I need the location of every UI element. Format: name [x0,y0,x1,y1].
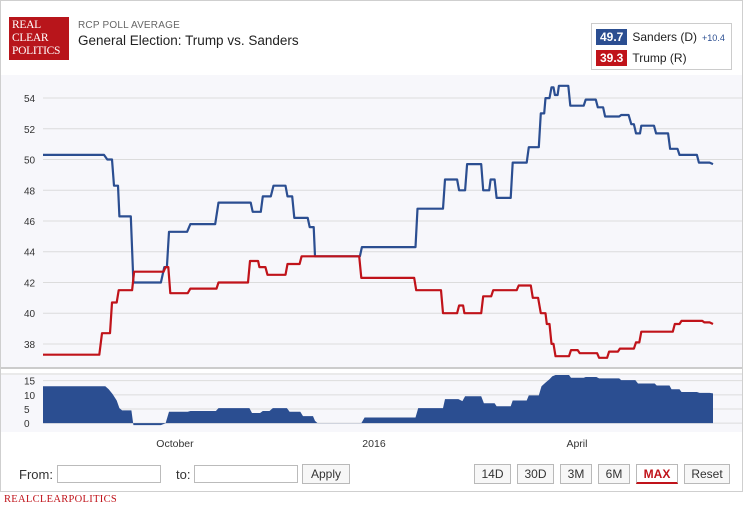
to-label: to: [176,467,191,482]
y-tick-label: 48 [24,186,36,197]
y-tick-label: 46 [24,217,36,228]
legend-name-trump: Trump (R) [632,51,687,65]
y-tick-label: 38 [24,340,36,351]
chart-title: General Election: Trump vs. Sanders [78,33,299,48]
to-date-input[interactable] [194,465,298,483]
range-button-max[interactable]: MAX [636,464,678,484]
range-button-14d[interactable]: 14D [474,464,511,484]
sanders-line [43,84,714,284]
rcp-logo[interactable]: REAL CLEAR POLITICS [9,17,69,60]
date-controls: From: to: Apply 14D 30D 3M 6M MAX Reset [1,459,742,491]
x-tick-label: April [566,438,587,450]
apply-button[interactable]: Apply [302,464,350,484]
y-tick-label: 54 [24,94,36,105]
logo-line-1: REAL [12,19,41,31]
spread-area [43,375,713,426]
range-button-30d[interactable]: 30D [517,464,554,484]
legend-entry-trump: 39.3 Trump (R) [596,50,687,66]
x-tick-label: October [156,438,194,450]
spread-y-tick-label: 5 [24,405,30,416]
x-tick-label: 2016 [362,438,386,450]
chart-subtitle: RCP POLL AVERAGE [78,20,180,31]
range-button-6m[interactable]: 6M [598,464,630,484]
legend-value-trump: 39.3 [596,50,628,66]
legend-spread: +10.4 [702,33,725,43]
y-tick-label: 50 [24,156,36,167]
y-tick-label: 44 [24,248,36,259]
y-tick-label: 40 [24,309,36,320]
trump-line [43,255,714,359]
reset-button[interactable]: Reset [684,464,730,484]
legend-name-sanders: Sanders (D) [632,30,698,44]
legend-value-sanders: 49.7 [596,29,628,45]
legend: 49.7 Sanders (D) +10.4 39.3 Trump (R) [591,23,732,70]
logo-line-3: POLITICS [12,45,61,57]
legend-entry-sanders: 49.7 Sanders (D) +10.4 [596,29,725,45]
spread-y-tick-label: 15 [24,377,36,388]
spread-y-tick-label: 10 [24,391,36,402]
y-tick-label: 42 [24,278,36,289]
poll-chart: 38 40 42 44 46 48 50 52 54 0 5 10 15 October 2016 April [1,75,742,450]
logo-line-2: CLEAR [12,32,49,44]
spread-y-tick-label: 0 [24,419,30,430]
chart-header: REAL CLEAR POLITICS RCP POLL AVERAGE Gen… [1,1,742,74]
range-button-3m[interactable]: 3M [560,464,592,484]
footer-brand[interactable]: REALCLEARPOLITICS [4,494,118,505]
from-label: From: [19,467,53,482]
y-tick-label: 52 [24,125,36,136]
chart-widget: REAL CLEAR POLITICS RCP POLL AVERAGE Gen… [0,0,743,492]
from-date-input[interactable] [57,465,161,483]
